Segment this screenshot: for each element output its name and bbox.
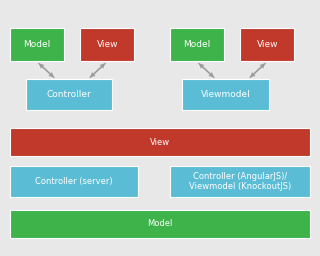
Text: Controller: Controller <box>46 90 91 99</box>
FancyBboxPatch shape <box>10 210 310 238</box>
FancyBboxPatch shape <box>26 79 112 110</box>
FancyBboxPatch shape <box>182 79 269 110</box>
Text: Model: Model <box>183 40 211 49</box>
Text: Model: Model <box>147 219 173 229</box>
Text: Controller (server): Controller (server) <box>35 177 112 186</box>
FancyBboxPatch shape <box>240 28 294 61</box>
FancyBboxPatch shape <box>170 28 224 61</box>
FancyBboxPatch shape <box>10 128 310 156</box>
Text: View: View <box>96 40 118 49</box>
Text: View: View <box>256 40 278 49</box>
FancyBboxPatch shape <box>170 166 310 197</box>
Text: Controller (AngularJS)/
Viewmodel (KnockoutJS): Controller (AngularJS)/ Viewmodel (Knock… <box>189 172 291 191</box>
FancyBboxPatch shape <box>10 166 138 197</box>
FancyBboxPatch shape <box>10 28 64 61</box>
Text: View: View <box>150 137 170 147</box>
Text: Model: Model <box>23 40 51 49</box>
FancyBboxPatch shape <box>80 28 134 61</box>
Text: Viewmodel: Viewmodel <box>201 90 251 99</box>
